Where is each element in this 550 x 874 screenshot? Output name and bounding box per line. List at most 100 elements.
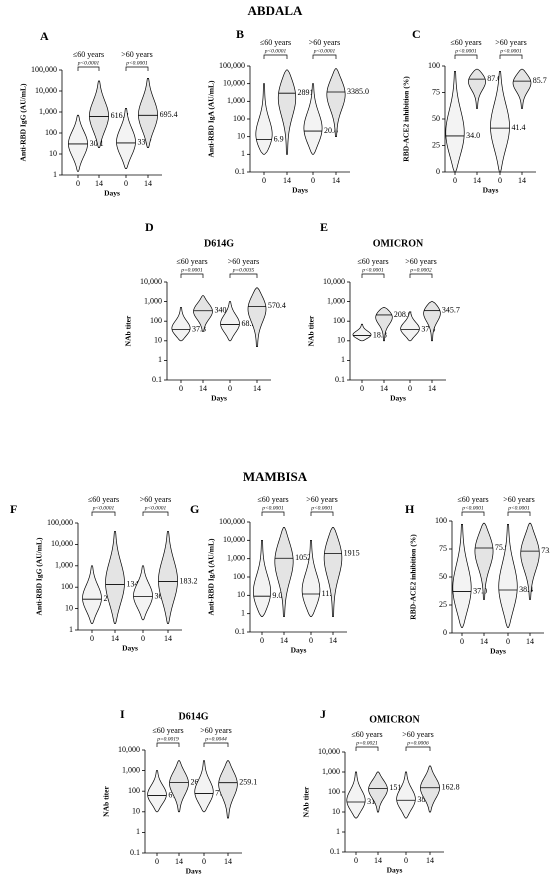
x-axis-label: Days (186, 867, 202, 874)
x-tick-label: 14 (144, 179, 152, 188)
y-tick-label: 1 (53, 170, 57, 179)
group-label: >60 years (309, 38, 340, 47)
significance-bracket (263, 54, 288, 59)
x-tick-label: 0 (404, 856, 408, 865)
group-label: ≤60 years (176, 257, 207, 266)
y-tick-label: 0 (436, 167, 440, 176)
y-tick-label: 10 (237, 131, 245, 140)
violin (147, 770, 167, 813)
significance-bracket (409, 273, 433, 278)
y-tick-label: 75 (439, 544, 447, 553)
p-value: p<0.0001 (507, 505, 530, 511)
group-label: >60 years (495, 38, 526, 47)
panel-title: OMICRON (369, 714, 420, 725)
y-tick-label: 0.1 (235, 167, 245, 176)
median-label: 616.2 (111, 111, 129, 120)
x-tick-label: 14 (283, 176, 291, 185)
median-label: 259.1 (239, 778, 257, 787)
x-tick-label: 14 (95, 179, 103, 188)
significance-bracket (454, 54, 478, 59)
group-label: >60 years (121, 50, 152, 59)
median-label: 695.4 (160, 110, 178, 119)
y-tick-label: 100 (435, 516, 447, 525)
group-label: >60 years (140, 495, 171, 504)
median-label: 30.1 (90, 139, 104, 148)
median-label: 85.7 (533, 76, 547, 85)
y-tick-label: 1 (341, 355, 345, 364)
x-axis-label: Days (490, 647, 506, 656)
median-label: 18.8 (373, 330, 387, 339)
y-tick-label: 0.1 (330, 847, 340, 856)
p-value: p<0.0001 (499, 48, 522, 54)
violin (420, 765, 440, 813)
x-tick-label: 0 (260, 636, 264, 645)
y-tick-label: 0 (443, 628, 447, 637)
significance-bracket (229, 273, 258, 278)
x-tick-label: 14 (473, 176, 481, 185)
x-tick-label: 0 (506, 637, 510, 646)
median-label: 37.0 (473, 586, 487, 595)
p-value: p<0.0001 (461, 505, 484, 511)
violin (474, 522, 494, 600)
y-tick-label: 100 (233, 572, 245, 581)
median-label: 9.0 (272, 591, 282, 600)
panel-letter: E (320, 220, 328, 234)
y-tick-label: 25 (439, 600, 447, 609)
y-tick-label: 100 (45, 128, 57, 137)
violin (218, 760, 238, 819)
x-tick-label: 14 (164, 634, 172, 643)
median-label: 208.6 (394, 310, 412, 319)
y-axis-label: NAb titer (307, 315, 316, 346)
median-label: 1915 (344, 548, 360, 557)
x-tick-label: 14 (374, 856, 382, 865)
x-axis-label: Days (211, 394, 227, 403)
panel-letter: D (145, 220, 154, 234)
x-tick-label: 14 (380, 384, 388, 393)
x-tick-label: 14 (253, 384, 261, 393)
x-tick-label: 14 (480, 637, 488, 646)
group-label: ≤60 years (73, 50, 104, 59)
median-label: 41.4 (512, 123, 526, 132)
y-tick-label: 10,000 (118, 745, 140, 754)
median-label: 183.2 (180, 576, 198, 585)
median-label: 340.4 (214, 306, 232, 315)
y-tick-label: 0.1 (152, 375, 162, 384)
x-tick-label: 0 (460, 637, 464, 646)
y-tick-label: 10 (49, 149, 57, 158)
violin (326, 68, 346, 138)
group-label: ≤60 years (357, 257, 388, 266)
y-axis-label: RBD-ACE2 inhibition (%) (402, 76, 411, 162)
y-tick-label: 100 (128, 786, 140, 795)
significance-bracket (180, 273, 204, 278)
group-label: >60 years (228, 257, 259, 266)
y-tick-label: 10,000 (51, 539, 73, 548)
violin (423, 301, 441, 342)
violin (171, 307, 191, 342)
x-tick-label: 14 (111, 634, 119, 643)
significance-bracket (361, 273, 385, 278)
y-tick-label: 1,000 (322, 767, 340, 776)
panel-letter: H (405, 502, 415, 516)
x-tick-label: 0 (360, 384, 364, 393)
group-label: ≤60 years (260, 38, 291, 47)
x-tick-label: 0 (76, 179, 80, 188)
y-tick-label: 1 (158, 355, 162, 364)
x-tick-label: 14 (332, 176, 340, 185)
violin (252, 539, 272, 617)
x-tick-label: 0 (90, 634, 94, 643)
y-tick-label: 1,000 (122, 765, 140, 774)
y-tick-label: 100 (333, 316, 345, 325)
y-tick-label: 100 (61, 582, 73, 591)
violin (520, 522, 540, 600)
violin (158, 531, 178, 624)
x-tick-label: 14 (426, 856, 434, 865)
y-tick-label: 1,000 (39, 107, 57, 116)
panel-title: D614G (179, 711, 209, 722)
x-tick-label: 0 (228, 384, 232, 393)
violin (352, 323, 372, 342)
violin (490, 70, 510, 173)
y-tick-label: 1 (336, 827, 340, 836)
median-label: 38.4 (519, 585, 533, 594)
violin (220, 301, 240, 342)
median-label: 2891 (297, 88, 313, 97)
